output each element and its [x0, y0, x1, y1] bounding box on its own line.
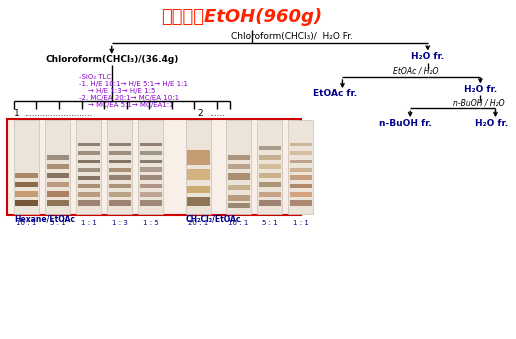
Bar — [46, 164, 69, 169]
Text: EtOAc fr.: EtOAc fr. — [313, 89, 357, 98]
Bar — [140, 184, 162, 188]
Bar — [77, 176, 100, 180]
Bar — [14, 120, 39, 214]
Bar — [228, 155, 250, 160]
Text: Chloroform(CHCl₃)/  H₂O Fr.: Chloroform(CHCl₃)/ H₂O Fr. — [231, 32, 353, 41]
Bar — [290, 168, 312, 172]
Text: ..........................: .......................... — [24, 108, 92, 118]
Text: -SiO₂ TLC
-1. H/E 10:1→ H/E 5:1→ H/E 1:1
    → H/E 1:3→ H/E 1:5
-2. MC/EA 20:1→ : -SiO₂ TLC -1. H/E 10:1→ H/E 5:1→ H/E 1:1… — [79, 74, 188, 108]
Bar — [109, 151, 131, 155]
Bar — [140, 200, 162, 206]
Bar — [290, 184, 312, 188]
Bar — [15, 191, 38, 197]
Text: 5 : 1: 5 : 1 — [50, 220, 66, 226]
Bar — [138, 120, 164, 214]
Text: 10 : 1: 10 : 1 — [229, 220, 249, 226]
Bar — [109, 200, 131, 206]
Bar — [259, 174, 281, 178]
Bar — [259, 146, 281, 150]
Bar — [15, 173, 38, 178]
Bar — [140, 160, 162, 163]
Text: 20 : 1: 20 : 1 — [188, 220, 208, 226]
Bar — [76, 120, 101, 214]
Bar — [107, 120, 132, 214]
Bar — [226, 120, 251, 214]
Bar — [77, 200, 100, 206]
Bar — [109, 184, 131, 188]
Bar — [46, 155, 69, 160]
Bar — [187, 197, 209, 206]
Bar — [259, 192, 281, 197]
Bar — [77, 184, 100, 188]
Text: 1 : 3: 1 : 3 — [112, 220, 127, 226]
Bar — [46, 200, 69, 206]
Bar — [186, 120, 211, 214]
Bar — [187, 169, 209, 180]
Text: 2: 2 — [197, 108, 203, 118]
Bar — [46, 174, 69, 178]
Bar — [140, 143, 162, 146]
Text: 5 : 1: 5 : 1 — [262, 220, 278, 226]
Bar — [77, 192, 100, 197]
Text: n-BuOH fr.: n-BuOH fr. — [379, 119, 431, 127]
Bar — [109, 160, 131, 163]
Bar — [77, 151, 100, 155]
Bar — [228, 185, 250, 190]
Bar — [259, 164, 281, 169]
Bar — [257, 120, 282, 214]
Text: 1: 1 — [14, 108, 20, 118]
Bar — [290, 200, 312, 206]
Bar — [290, 151, 312, 155]
Bar — [109, 192, 131, 197]
Bar — [187, 150, 209, 165]
Bar — [290, 175, 312, 180]
Text: 10 : 1: 10 : 1 — [17, 220, 37, 226]
Text: CH₂Cl₂/EtOAc: CH₂Cl₂/EtOAc — [186, 215, 241, 224]
Bar — [228, 195, 250, 200]
Bar — [290, 143, 312, 146]
Text: H₂O fr.: H₂O fr. — [411, 52, 444, 61]
Text: n-BuOH / H₂O: n-BuOH / H₂O — [453, 98, 505, 107]
Text: Chloroform(CHCl₃)/(36.4g): Chloroform(CHCl₃)/(36.4g) — [45, 55, 179, 64]
Bar — [288, 120, 313, 214]
Text: Hexane/EtOAc: Hexane/EtOAc — [14, 215, 75, 224]
Bar — [46, 182, 69, 187]
Bar — [228, 164, 250, 169]
Bar — [290, 160, 312, 163]
Text: 1 : 1: 1 : 1 — [293, 220, 309, 226]
Text: H₂O fr.: H₂O fr. — [464, 85, 497, 94]
Bar — [290, 192, 312, 197]
Bar — [228, 174, 250, 180]
Bar — [109, 175, 131, 180]
Text: H₂O fr.: H₂O fr. — [475, 119, 508, 127]
Bar — [77, 168, 100, 172]
Bar — [140, 167, 162, 172]
Bar — [140, 192, 162, 197]
Bar — [140, 151, 162, 155]
Bar — [77, 160, 100, 163]
Bar — [15, 182, 38, 187]
Bar — [187, 186, 209, 193]
Bar — [7, 119, 301, 215]
Bar — [259, 200, 281, 206]
Text: 1 : 1: 1 : 1 — [80, 220, 96, 226]
Bar — [77, 143, 100, 146]
Text: 녹각영지EtOH(960g): 녹각영지EtOH(960g) — [162, 7, 322, 25]
Text: EtOAc / H₂O: EtOAc / H₂O — [393, 67, 438, 76]
Bar — [259, 155, 281, 160]
Text: ......: ...... — [209, 108, 225, 118]
Bar — [109, 168, 131, 172]
Bar — [46, 191, 69, 197]
Bar — [45, 120, 70, 214]
Bar — [228, 203, 250, 208]
Bar — [140, 175, 162, 180]
Bar — [15, 200, 38, 206]
Text: 1 : 5: 1 : 5 — [143, 220, 159, 226]
Bar — [109, 143, 131, 146]
Bar — [259, 182, 281, 187]
